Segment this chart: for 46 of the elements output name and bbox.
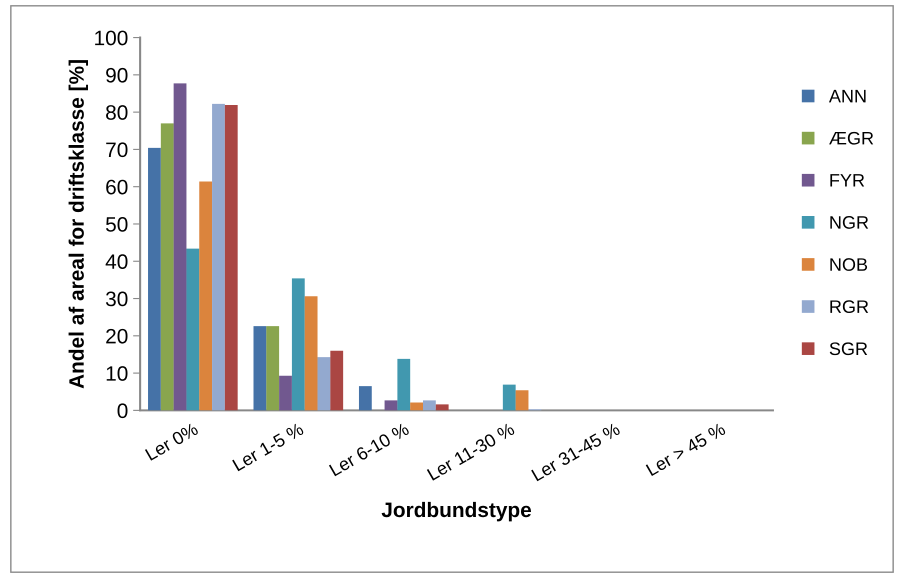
y-tick-label: 20 [106,328,128,344]
y-tick-label: 90 [106,68,128,83]
bar [266,326,280,410]
y-tick-label: 80 [106,105,128,120]
bar [160,123,174,410]
legend-label: NGR [830,216,868,229]
bar [410,402,423,410]
bar [436,404,449,410]
legend-label: FYR [830,174,864,187]
bar [422,400,436,410]
legend-label: ÆGR [829,132,874,145]
y-axis-title: Andel af areal for driftsklasse [%] [68,60,88,388]
legend-label: SGR [830,342,868,356]
bar [292,278,305,410]
bar [186,248,200,410]
bar [212,104,225,410]
y-tick-label: 50 [106,216,128,232]
x-axis-title: Jordbundstype [382,502,532,522]
bar [397,358,410,410]
y-tick-label: 40 [106,254,128,270]
bar [304,296,318,410]
bar [358,386,372,410]
y-tick-label: 0 [118,403,128,418]
x-tick-label: Ler 1-5 % [232,422,304,472]
bar [199,181,212,410]
legend-label: ANN [828,90,866,102]
bar [279,376,292,410]
bar [384,400,398,410]
x-tick-label: Ler > 45 % [646,422,726,476]
legend-label: RGR [830,300,868,314]
bar [318,357,330,410]
legend-label: NOB [830,258,868,271]
bar [502,384,516,410]
y-tick-label: 70 [106,142,128,158]
x-tick-label: Ler 6-10 % [328,422,410,476]
y-tick-label: 100 [95,30,128,46]
bar [224,105,238,410]
y-tick-label: 10 [106,366,128,381]
bar [516,390,528,410]
y-tick-label: 60 [106,180,128,194]
bar [174,83,186,410]
bar [253,326,266,410]
bar [148,148,161,410]
x-tick-label: Ler 0% [144,422,199,461]
y-tick-label: 30 [106,292,128,306]
bar [330,350,344,410]
